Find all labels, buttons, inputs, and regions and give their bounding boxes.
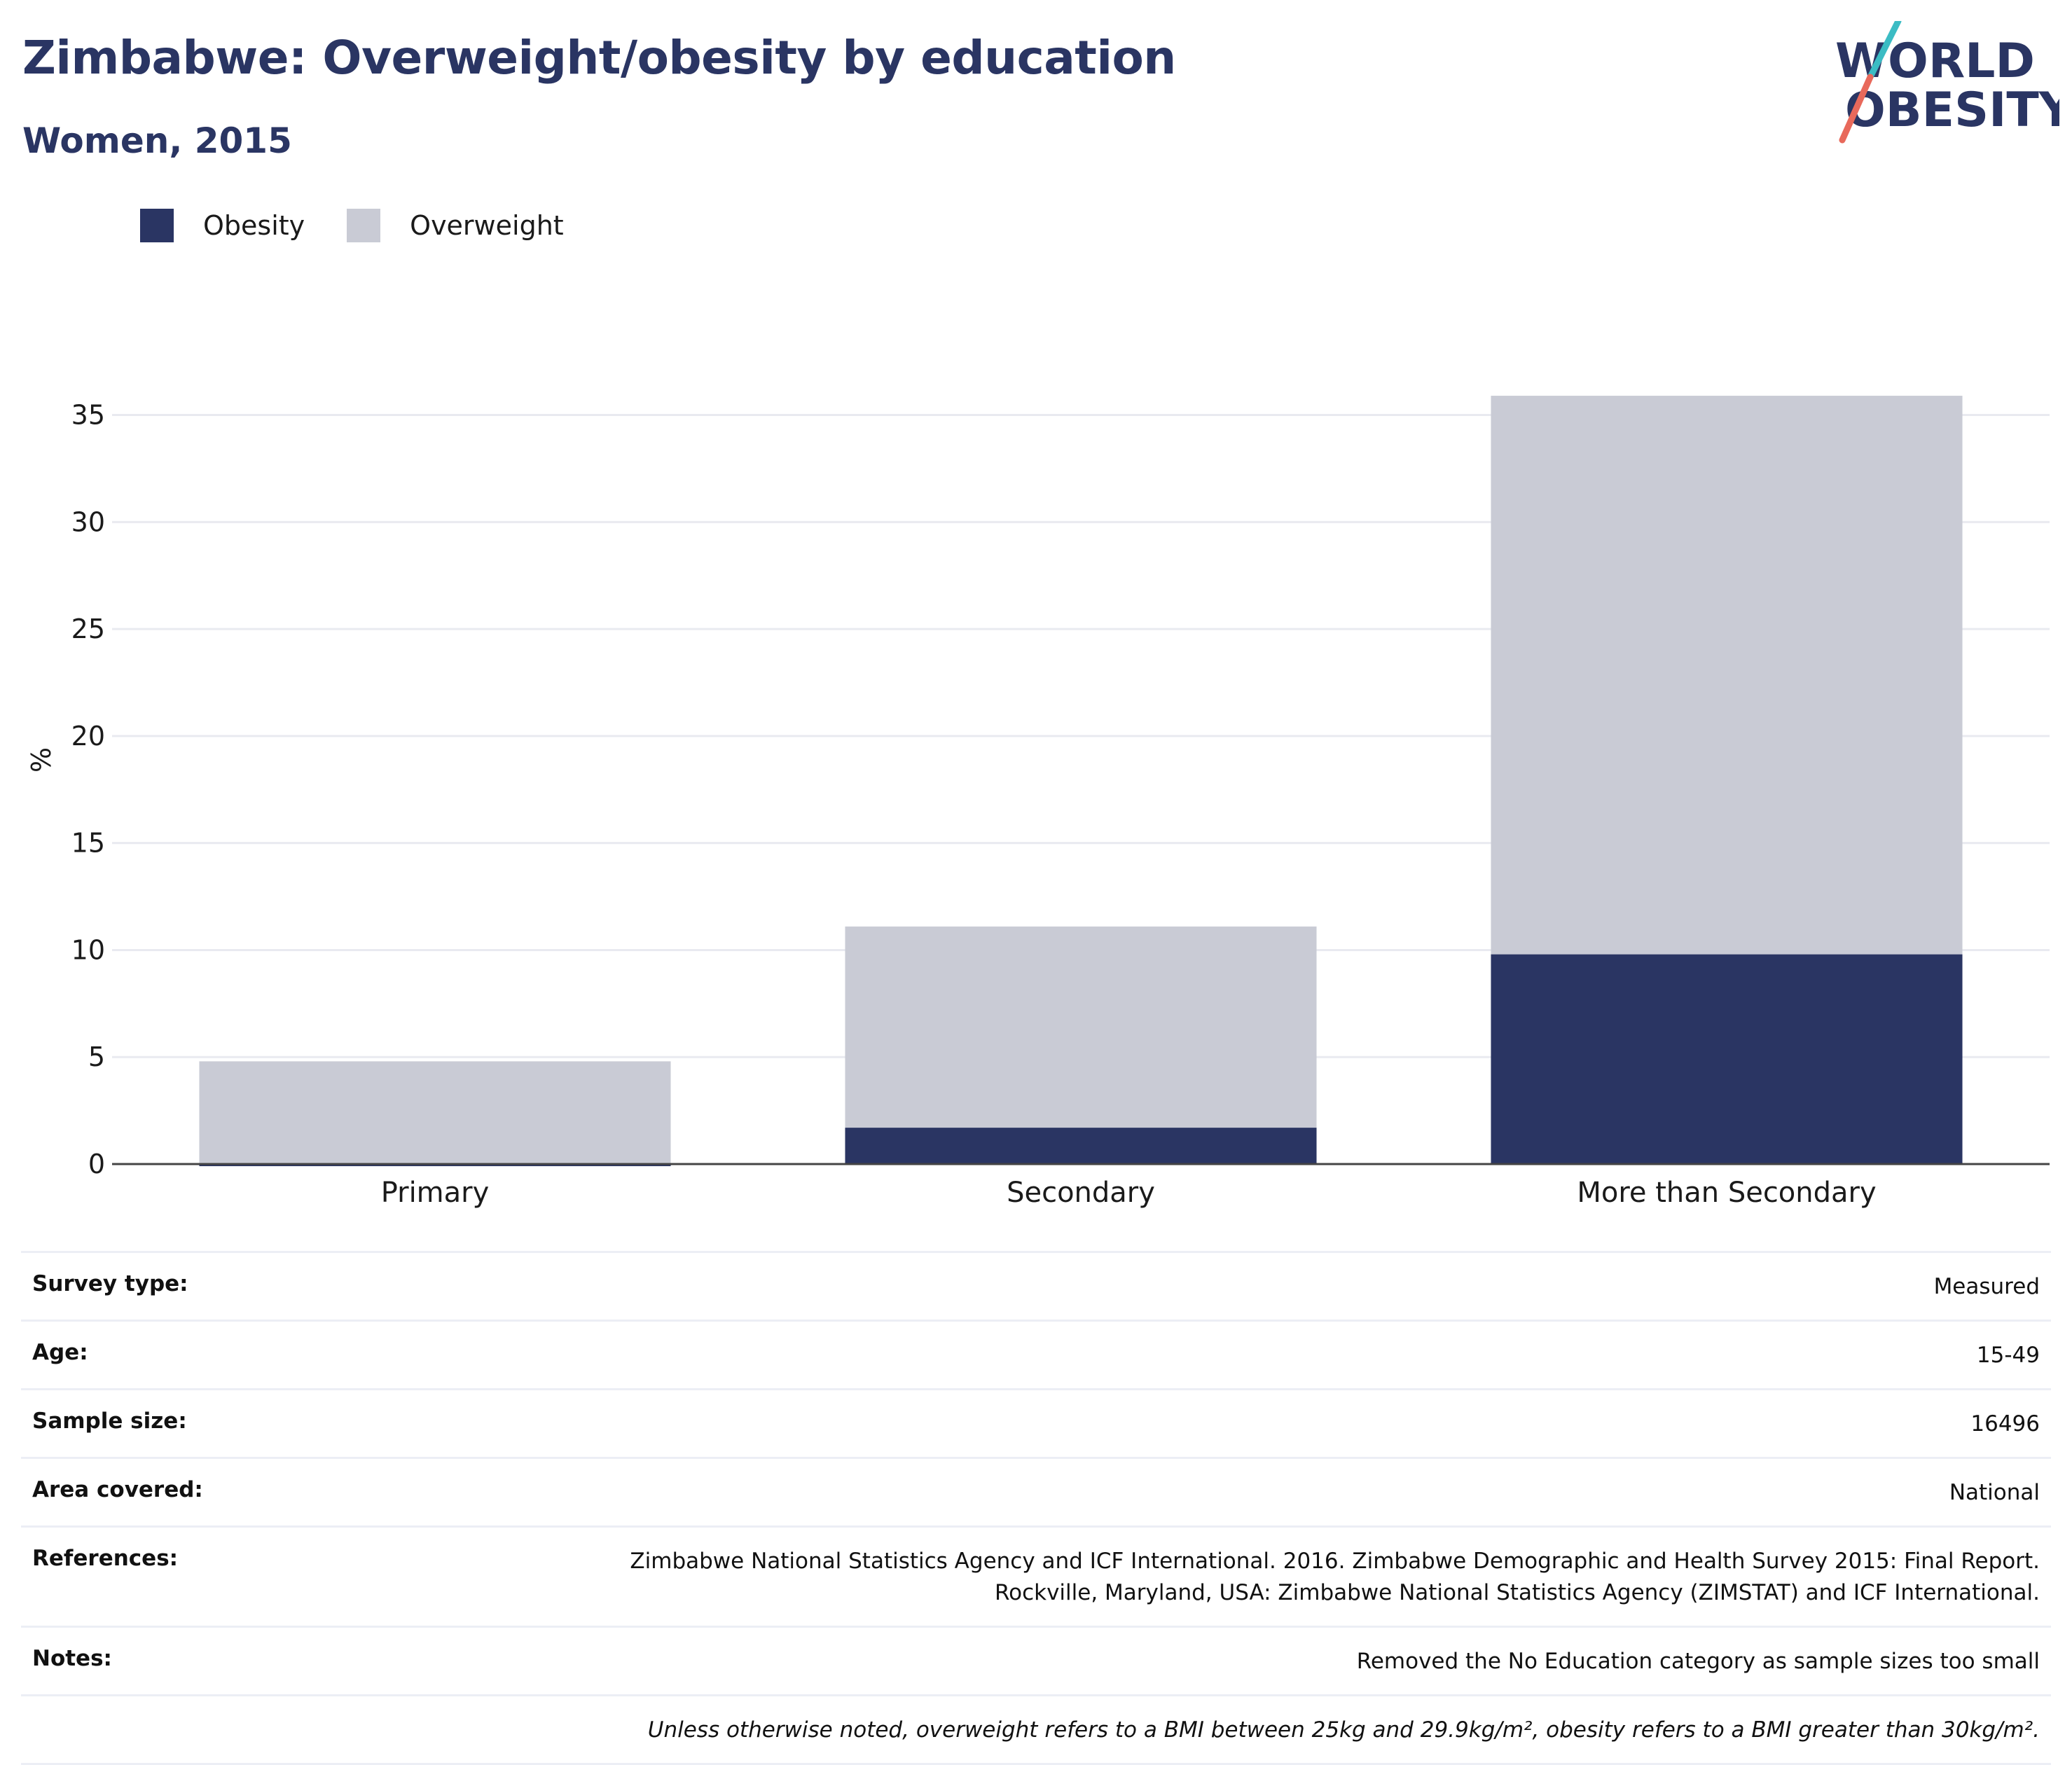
y-tick-label: 10 — [71, 934, 105, 965]
y-tick-label: 25 — [71, 614, 105, 644]
y-tick-label: 5 — [88, 1041, 105, 1072]
bar-obesity-3[interactable] — [1491, 954, 1963, 1164]
y-axis-label: % — [26, 747, 57, 773]
bar-overweight-1[interactable] — [199, 1061, 671, 1164]
logo-slash-coral — [1839, 74, 1874, 144]
meta-row-survey-type: Survey type: Measured — [21, 1253, 2051, 1322]
meta-row-age: Age: 15-49 — [21, 1322, 2051, 1390]
meta-label: References: — [32, 1545, 179, 1571]
bar-overweight-2[interactable] — [845, 926, 1317, 1128]
y-tick-label: 20 — [71, 721, 105, 752]
meta-value: National — [1949, 1479, 2040, 1505]
y-tick-label: 30 — [71, 506, 105, 537]
meta-label: Age: — [32, 1339, 88, 1365]
meta-value: Removed the No Education category as sam… — [1356, 1648, 2040, 1674]
legend-swatch-obesity — [140, 209, 174, 242]
meta-label: Survey type: — [32, 1271, 188, 1296]
chart-title: Zimbabwe: Overweight/obesity by educatio… — [22, 31, 1176, 85]
legend-label-obesity: Obesity — [203, 210, 305, 241]
logo-slash-teal — [1867, 21, 1902, 81]
legend-label-overweight: Overweight — [410, 210, 564, 241]
y-tick-label: 35 — [71, 400, 105, 431]
y-axis-ticks: 0 5 10 15 20 25 30 35 — [71, 400, 105, 1179]
bar-obesity-2[interactable] — [845, 1128, 1317, 1164]
metadata-table: Survey type: Measured Age: 15-49 Sample … — [21, 1251, 2051, 1765]
meta-row-references: References: Zimbabwe National Statistics… — [21, 1528, 2051, 1628]
meta-row-sample-size: Sample size: 16496 — [21, 1390, 2051, 1459]
legend-swatch-overweight — [347, 209, 381, 242]
meta-value-references: Zimbabwe National Statistics Agency and … — [630, 1546, 2040, 1609]
meta-value: 15-49 — [1976, 1342, 2040, 1368]
chart-subtitle: Women, 2015 — [22, 120, 292, 161]
meta-row-footnote: Unless otherwise noted, overweight refer… — [21, 1696, 2051, 1765]
bmi-footnote: Unless otherwise noted, overweight refer… — [647, 1717, 2040, 1743]
legend-item-overweight[interactable]: Overweight — [347, 209, 564, 242]
x-axis-categories: Primary Secondary More than Secondary — [381, 1177, 1877, 1209]
x-category-label: More than Secondary — [1577, 1177, 1876, 1209]
meta-row-area-covered: Area covered: National — [21, 1459, 2051, 1528]
logo-word-2: OBESITY — [1845, 83, 2059, 138]
bar-overweight-3[interactable] — [1491, 396, 1963, 955]
reference-line-2: Rockville, Maryland, USA: Zimbabwe Natio… — [994, 1579, 2040, 1605]
chart-legend: Obesity Overweight — [140, 209, 606, 242]
x-category-label: Primary — [381, 1177, 490, 1209]
meta-label: Notes: — [32, 1645, 112, 1671]
meta-label: Area covered: — [32, 1476, 203, 1502]
y-tick-label: 15 — [71, 828, 105, 859]
world-obesity-logo: WORLD OBESITY — [1835, 21, 2059, 144]
meta-label: Sample size: — [32, 1408, 187, 1434]
bar-chart: 0 5 10 15 20 25 30 35 % Primary Secondary More th… — [26, 396, 2050, 1209]
meta-row-notes: Notes: Removed the No Education category… — [21, 1628, 2051, 1696]
meta-value: 16496 — [1970, 1411, 2040, 1437]
bars — [199, 396, 1963, 1166]
meta-value: Measured — [1933, 1274, 2040, 1299]
reference-line-1: Zimbabwe National Statistics Agency and … — [630, 1548, 2040, 1574]
x-category-label: Secondary — [1007, 1177, 1155, 1209]
y-tick-label: 0 — [88, 1149, 105, 1179]
legend-item-obesity[interactable]: Obesity — [140, 209, 305, 242]
